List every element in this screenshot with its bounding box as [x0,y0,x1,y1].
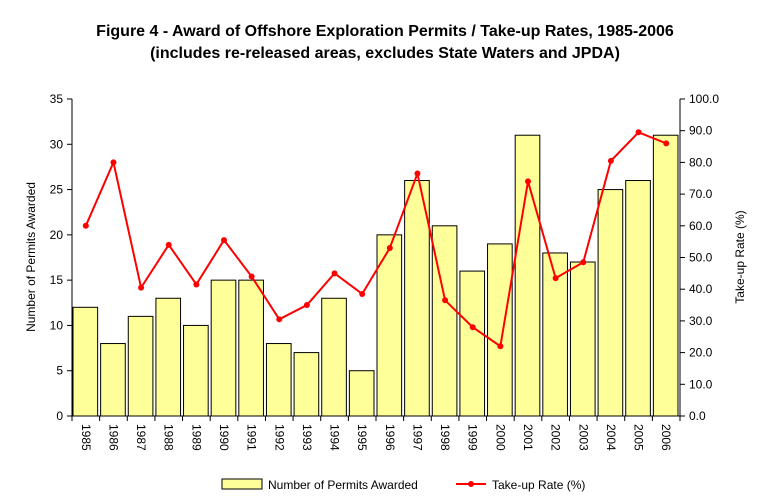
y-tick-label: 10 [50,318,64,332]
chart-subtitle: (includes re-released areas, excludes St… [150,45,620,62]
y2-tick-label: 0.0 [689,409,706,423]
point-1992 [276,316,283,323]
bar-1993 [293,352,320,417]
point-1990 [221,237,227,244]
point-2000 [497,343,504,350]
bar-2003 [569,261,596,417]
x-tick-label: 2000 [493,424,507,451]
bar-1997 [404,180,430,417]
point-2004 [607,157,614,164]
x-tick-label: 2003 [576,424,590,451]
x-tick-label: 1987 [134,424,148,451]
point-1986 [110,159,117,166]
x-tick-label: 2004 [604,424,618,451]
point-1985 [82,222,89,229]
bar-2005 [625,180,651,417]
y2-tick-label: 80.0 [689,155,713,169]
bar-1991 [238,279,264,417]
bar-1995 [348,370,375,417]
y-tick-label: 0 [56,409,63,423]
x-tick-label: 1989 [189,424,203,451]
x-tick-label: 1990 [217,424,231,451]
y-tick-label: 5 [56,364,63,378]
x-tick-label: 1996 [383,424,397,451]
x-tick-label: 1991 [245,424,259,451]
chart-title: Figure 4 - Award of Offshore Exploration… [96,23,674,40]
y-tick-label: 30 [50,137,64,151]
bar-2000 [487,243,513,417]
y-tick-label: 15 [50,273,64,287]
point-1998 [442,297,449,304]
y-axis-label: Number of Permits Awarded [24,182,38,332]
point-2003 [580,259,587,266]
bar-1992 [265,343,292,417]
x-tick-label: 1986 [106,424,120,451]
y2-tick-label: 90.0 [689,124,713,138]
x-tick-label: 2005 [632,424,646,451]
legend-marker-line [468,481,474,487]
point-1995 [359,290,366,297]
y2-tick-label: 70.0 [689,187,713,201]
y2-axis-label: Take-up Rate (%) [733,210,747,303]
point-1987 [138,284,145,291]
point-1999 [469,324,476,331]
bar-1989 [183,324,209,417]
x-tick-label: 1988 [162,424,176,451]
point-2006 [663,140,670,147]
point-1993 [303,302,310,309]
point-1991 [248,273,255,280]
point-2002 [552,275,559,282]
x-tick-label: 2006 [659,424,673,451]
y-tick-label: 20 [50,228,64,242]
y2-tick-label: 40.0 [689,282,713,296]
y2-tick-label: 50.0 [689,251,713,265]
bar-1988 [155,297,182,417]
x-tick-label: 1993 [300,424,314,451]
legend-label-line: Take-up Rate (%) [492,478,585,492]
x-tick-label: 1999 [466,424,480,451]
bar-1994 [321,297,347,417]
legend-label-bars: Number of Permits Awarded [268,478,418,492]
x-tick-label: 1985 [79,424,93,451]
point-1989 [193,281,200,288]
legend: Number of Permits Awarded Take-up Rate (… [221,478,585,492]
x-tick-label: 1994 [328,424,342,451]
y-tick-label: 25 [50,183,64,197]
point-2001 [525,178,531,185]
bar-2001 [514,134,541,417]
bar-1987 [127,315,154,417]
x-tick-label: 2001 [521,424,535,451]
y2-tick-label: 10.0 [689,377,713,391]
y-tick-label: 35 [50,92,64,106]
x-tick-label: 1992 [272,424,286,451]
x-tick-label: 1995 [355,424,369,451]
take-up-rate-line [84,131,667,348]
bar-1996 [376,234,403,417]
bar-1986 [100,343,126,417]
point-1988 [165,241,172,248]
y2-tick-label: 100.0 [689,92,719,106]
bar-1990 [210,279,237,417]
y2-tick-label: 60.0 [689,219,713,233]
bar-2006 [652,134,679,417]
bar-1985 [72,306,99,417]
legend-swatch-bars [221,478,263,490]
point-1997 [414,170,421,177]
point-1994 [331,270,338,277]
y2-tick-label: 30.0 [689,314,713,328]
x-tick-label: 1998 [438,424,452,451]
point-1996 [386,244,393,251]
bar-1999 [459,270,486,417]
point-2005 [635,129,642,136]
x-tick-label: 1997 [410,424,424,451]
bar-2004 [597,189,624,417]
y2-tick-label: 20.0 [689,346,713,360]
x-tick-label: 2002 [549,424,563,451]
